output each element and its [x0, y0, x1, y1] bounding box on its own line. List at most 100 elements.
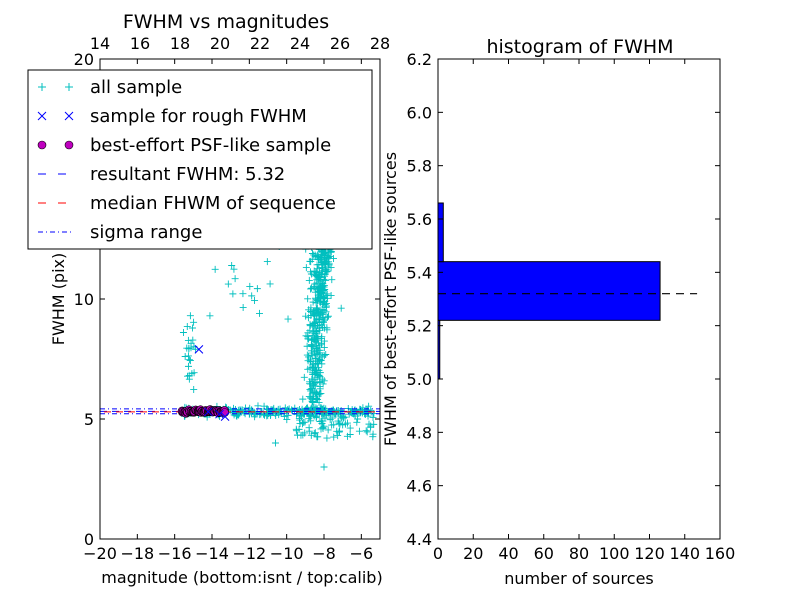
- all-sample-point: [304, 295, 312, 303]
- all-sample-point: [292, 427, 300, 435]
- left-x-tick-label: −20: [83, 544, 117, 563]
- all-sample-point: [302, 264, 310, 272]
- all-sample-point: [324, 426, 332, 434]
- all-sample-point: [367, 423, 375, 431]
- all-sample-point: [320, 407, 328, 415]
- all-sample-point: [339, 421, 347, 429]
- all-sample-point: [320, 294, 328, 302]
- all-sample-point: [228, 409, 236, 417]
- all-sample-point: [355, 427, 363, 435]
- all-sample-point: [248, 292, 256, 300]
- legend-item: best-effort PSF-like sample: [37, 135, 331, 156]
- right-y-tick-label: 4.8: [407, 423, 432, 442]
- legend-circle-marker: [64, 140, 74, 150]
- all-sample-point: [316, 418, 324, 426]
- legend: all sample sample for rough FWHM best-effo…: [27, 69, 373, 250]
- all-sample-point: [317, 425, 325, 433]
- all-sample-point: [312, 271, 320, 279]
- all-sample-point: [233, 411, 241, 419]
- left-y-tick-label: 5: [84, 410, 94, 429]
- all-sample-point: [179, 329, 187, 337]
- all-sample-point: [188, 324, 196, 332]
- legend-label: sample for rough FWHM: [90, 106, 307, 127]
- all-sample-point: [312, 330, 320, 338]
- all-sample-point: [314, 395, 322, 403]
- all-sample-point: [306, 327, 314, 335]
- all-sample-point: [315, 285, 323, 293]
- right-x-tick-label: 100: [599, 544, 630, 563]
- all-sample-point: [301, 418, 309, 426]
- legend-items: all sample sample for rough FWHM best-effo…: [37, 77, 336, 243]
- rough-sample-point: [215, 409, 224, 419]
- all-sample-point: [316, 390, 324, 398]
- right-y-tick-label: 5.2: [407, 317, 432, 336]
- all-sample-point: [313, 433, 321, 441]
- all-sample-point: [211, 265, 219, 273]
- all-sample-point: [191, 345, 199, 353]
- all-sample-point: [310, 320, 318, 328]
- all-sample-point: [206, 312, 214, 320]
- legend-label: sigma range: [90, 222, 202, 243]
- all-sample-point: [295, 415, 303, 423]
- left-x-tick-label: −12: [232, 544, 266, 563]
- all-sample-point: [328, 276, 336, 284]
- all-sample-point: [369, 430, 377, 438]
- left-y-top-tick-label: 20: [74, 50, 94, 69]
- legend-label: best-effort PSF-like sample: [90, 135, 331, 156]
- psf-sample-point: [220, 408, 229, 417]
- all-sample-point: [284, 315, 292, 323]
- all-sample-point: [307, 307, 315, 315]
- all-sample-point: [314, 265, 322, 273]
- all-sample-point: [300, 373, 308, 381]
- all-sample-point: [317, 356, 325, 364]
- all-sample-point: [271, 439, 279, 447]
- all-sample-point: [337, 414, 345, 422]
- all-sample-point: [323, 434, 331, 442]
- all-sample-point: [318, 353, 326, 361]
- all-sample-point: [308, 404, 316, 412]
- left-top-x-tick-label: 20: [210, 34, 230, 53]
- all-sample-point: [304, 357, 312, 365]
- all-sample-point: [318, 339, 326, 347]
- all-sample-point: [318, 261, 326, 269]
- all-sample-point: [185, 356, 193, 364]
- all-sample-point: [224, 280, 232, 288]
- all-sample-point: [308, 398, 316, 406]
- all-sample-point: [307, 431, 315, 439]
- histogram-bar: [437, 261, 661, 321]
- all-sample-point: [321, 297, 329, 305]
- all-sample-point: [314, 357, 322, 365]
- all-sample-point: [337, 406, 345, 414]
- right-y-axis-label: FWHM of best-effort PSF-like sources: [381, 152, 400, 446]
- legend-item: sample for rough FWHM: [37, 106, 307, 127]
- all-sample-point: [364, 406, 372, 414]
- all-sample-point: [363, 428, 371, 436]
- left-top-x-tick-label: 16: [130, 34, 150, 53]
- all-sample-point: [309, 323, 317, 331]
- all-sample-point: [246, 282, 254, 290]
- right-y-tick-label: 5.6: [407, 210, 432, 229]
- all-sample-point: [230, 265, 238, 273]
- all-sample-point: [183, 323, 191, 331]
- left-y-axis-label: FWHM (pix): [49, 253, 68, 346]
- right-y-tick-label: 5.4: [407, 263, 432, 282]
- all-sample-point: [308, 336, 316, 344]
- all-sample-point: [308, 375, 316, 383]
- rough-sample-point: [194, 345, 204, 354]
- all-sample-point: [265, 408, 273, 416]
- all-sample-point: [303, 351, 311, 359]
- all-sample-point: [312, 394, 320, 402]
- all-sample-point: [305, 276, 313, 284]
- all-sample-point: [294, 407, 302, 415]
- all-sample-point: [346, 424, 354, 432]
- left-top-x-tick-label: 22: [250, 34, 270, 53]
- all-sample-point: [313, 309, 321, 317]
- left-x-ticks: −20 −18 −16 −14 −12 −10 −8 −6: [83, 59, 373, 563]
- right-x-tick-label: 0: [433, 544, 443, 563]
- all-sample-point: [187, 339, 195, 347]
- all-sample-point: [330, 433, 338, 441]
- all-sample-point: [320, 377, 328, 385]
- legend-x-marker: [37, 111, 47, 121]
- all-sample-point: [322, 268, 330, 276]
- all-sample-point: [309, 369, 317, 377]
